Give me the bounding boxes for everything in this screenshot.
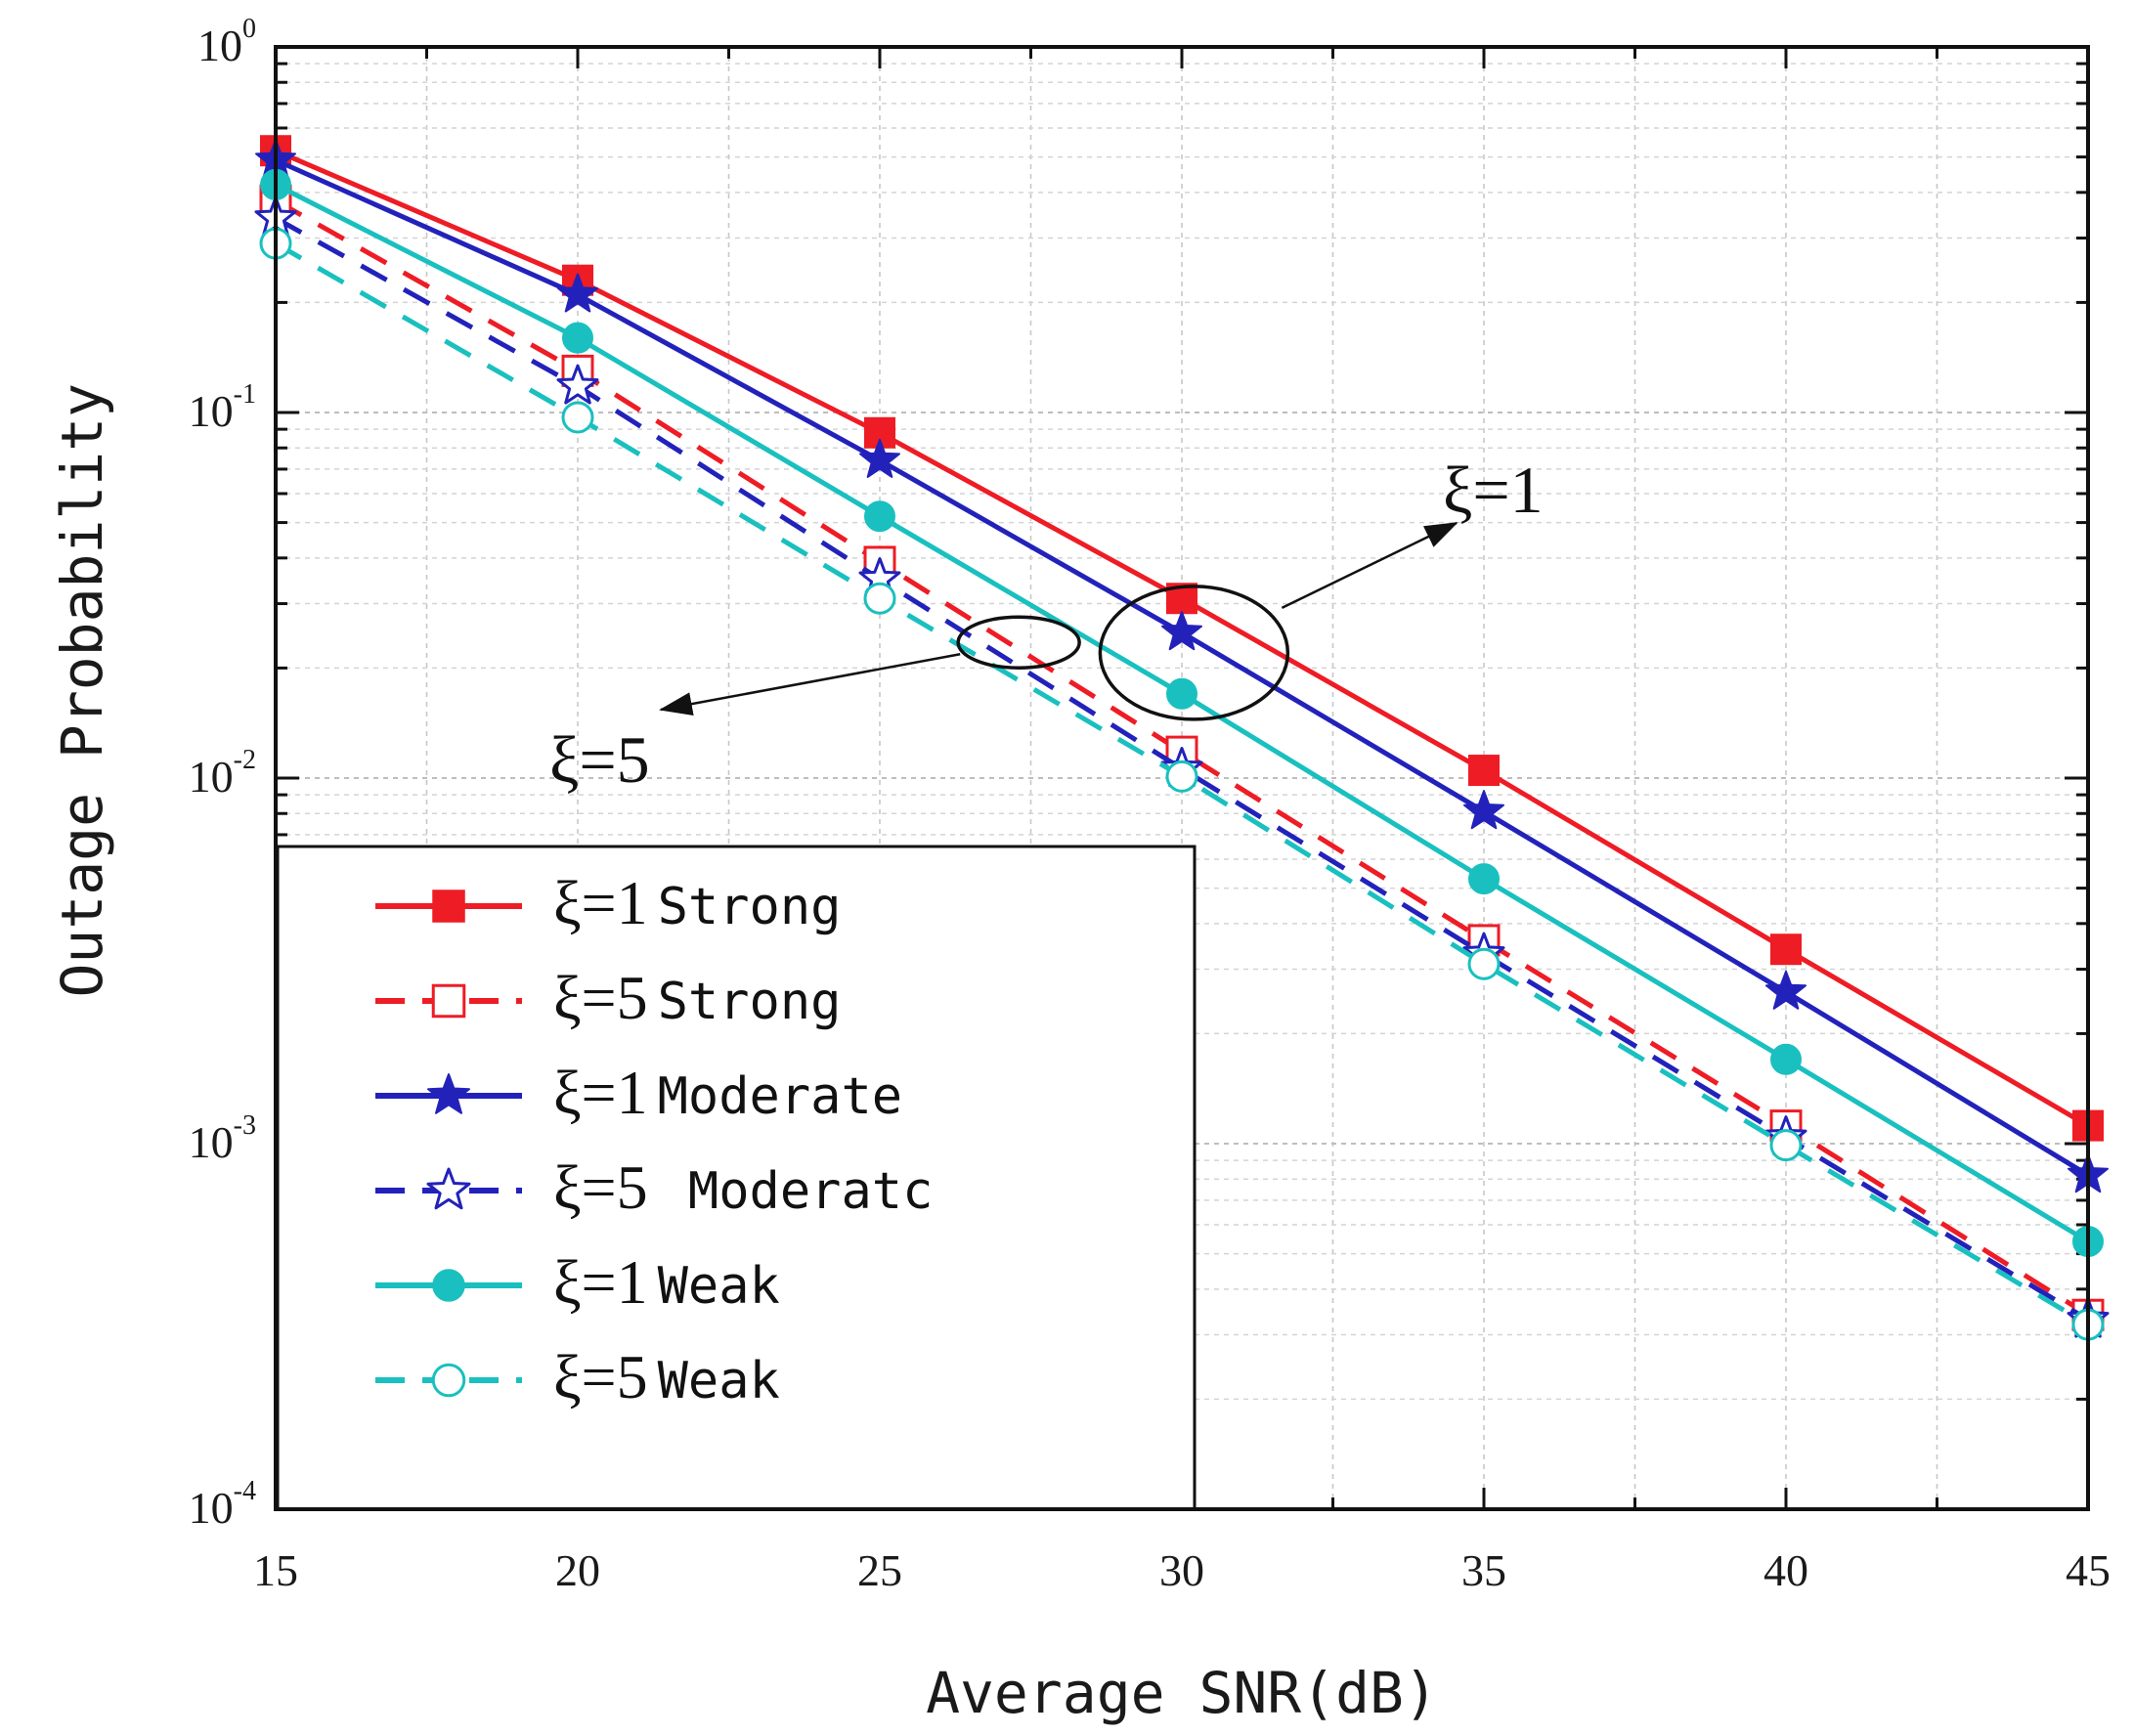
- data-point-marker: [1765, 970, 1807, 1010]
- y-tick-label: 10-3: [189, 1110, 256, 1167]
- y-tick-label: 10-4: [189, 1476, 256, 1533]
- data-point-marker: [863, 582, 896, 615]
- y-axis-title: Outage Probability: [49, 383, 115, 998]
- x-tick-label: 45: [2066, 1545, 2111, 1595]
- data-point-marker: [1161, 611, 1202, 651]
- data-point-marker: [431, 983, 466, 1019]
- x-tick-label: 40: [1763, 1545, 1808, 1595]
- x-tick-label: 15: [253, 1545, 298, 1595]
- annotations: ξ=1 ξ=5: [549, 453, 1544, 797]
- data-point-marker: [432, 1269, 465, 1302]
- legend-label: ξ=1 Strong: [553, 868, 841, 937]
- legend-box: [276, 845, 1197, 1511]
- legend-label: ξ=1 Weak: [553, 1247, 780, 1317]
- plot-frame: [274, 45, 2090, 1511]
- data-point-marker: [1166, 677, 1197, 710]
- data-point-marker: [426, 1167, 471, 1210]
- legend-label: ξ=5 Moderatc: [553, 1152, 933, 1222]
- data-point-marker: [562, 322, 593, 354]
- xi5-ellipse: [956, 615, 1081, 670]
- data-point-marker: [427, 1073, 470, 1114]
- series-layer: [254, 135, 2110, 1341]
- xi1-arrow: [1281, 521, 1458, 610]
- x-tick-label: 35: [1461, 1545, 1506, 1595]
- legend-item: ξ=1 Moderate: [375, 1058, 902, 1127]
- xi1-annotation: ξ=1: [1443, 453, 1544, 527]
- y-tick-label: 10-1: [189, 379, 256, 436]
- legend-item: ξ=1 Strong: [375, 868, 841, 937]
- xi5-arrow: [659, 652, 961, 716]
- data-point-marker: [859, 438, 900, 478]
- data-point-marker: [1770, 933, 1802, 966]
- data-point-marker: [1468, 755, 1500, 787]
- data-point-marker: [432, 890, 465, 923]
- legend-item: ξ=1 Weak: [375, 1247, 780, 1317]
- xi1-ellipse: [1098, 585, 1290, 721]
- data-point-marker: [557, 273, 598, 313]
- data-point-marker: [1468, 863, 1500, 895]
- data-point-marker: [556, 364, 599, 405]
- legend-label: ξ=1 Moderate: [553, 1058, 902, 1127]
- legend-label: ξ=5 Strong: [553, 963, 841, 1032]
- data-point-marker: [1467, 947, 1501, 980]
- data-point-marker: [1769, 1129, 1803, 1162]
- x-axis-title: Average SNR(dB): [926, 1660, 1438, 1726]
- legend-label: ξ=5 Weak: [553, 1342, 780, 1411]
- tick-labels: 15 20 25 30 35 40 45 100 10-1 10-2 10-3 10-4: [189, 14, 2111, 1595]
- legend-item: ξ=5 Moderatc: [375, 1152, 933, 1222]
- legend: ξ=1 Strong ξ=5 Strong ξ=1 Moderate ξ=5 Moderat…: [276, 845, 1197, 1511]
- data-point-marker: [1770, 1043, 1802, 1075]
- y-tick-label: 10-2: [189, 745, 256, 802]
- xi5-annotation: ξ=5: [549, 722, 650, 797]
- data-point-marker: [1165, 760, 1198, 793]
- y-tick-label: 100: [197, 14, 256, 70]
- data-point-marker: [864, 500, 895, 533]
- x-tick-label: 30: [1159, 1545, 1204, 1595]
- legend-item: ξ=5 Weak: [375, 1342, 780, 1411]
- data-point-marker: [431, 1363, 466, 1398]
- x-tick-label: 25: [857, 1545, 902, 1595]
- series--5-weak: [259, 227, 2105, 1341]
- data-point-marker: [1463, 790, 1504, 830]
- x-tick-label: 20: [555, 1545, 600, 1595]
- legend-item: ξ=5 Strong: [375, 963, 841, 1032]
- series--1-weak: [260, 168, 2104, 1258]
- data-point-marker: [561, 401, 594, 434]
- series--1-moderate: [255, 138, 2109, 1194]
